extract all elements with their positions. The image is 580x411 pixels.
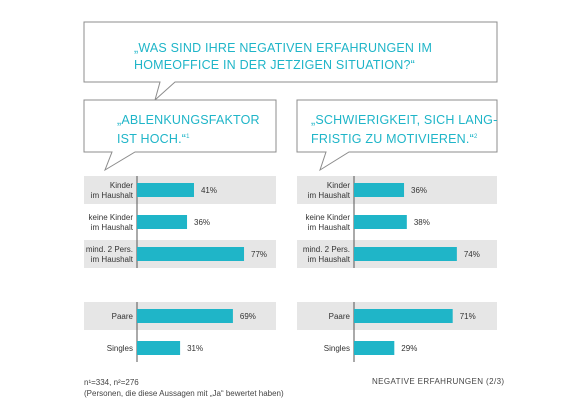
left-question: „ABLENKUNGSFAKTOR IST HOCH.“1 — [117, 112, 260, 148]
right-value-label-2: 74% — [464, 250, 480, 259]
right-bar-3 — [354, 309, 453, 323]
right-question: „SCHWIERIGKEIT, SICH LANG- FRISTIG ZU MO… — [311, 112, 497, 148]
left-bar-4 — [137, 341, 181, 355]
left-question-bubble — [83, 99, 277, 172]
left-bar-3 — [137, 309, 233, 323]
right-category-label-4: Singles — [324, 344, 350, 353]
left-category-label-0: Kinder — [110, 181, 133, 190]
right-category-label-0: Kinder — [327, 181, 350, 190]
left-category-label-0: im Haushalt — [91, 191, 134, 200]
right-question-line2: FRISTIG ZU MOTIVIEREN.“2 — [311, 132, 478, 147]
left-value-label-2: 77% — [251, 250, 267, 259]
right-value-label-1: 38% — [414, 218, 430, 227]
left-bar-2 — [137, 247, 245, 261]
left-footnote-mark: 1 — [186, 134, 190, 140]
left-value-label-0: 41% — [201, 186, 217, 195]
right-value-label-4: 29% — [401, 344, 417, 353]
right-value-label-3: 71% — [460, 312, 476, 321]
left-question-line1: „ABLENKUNGSFAKTOR — [117, 113, 260, 127]
left-category-label-3: Paare — [112, 312, 134, 321]
left-value-label-1: 36% — [194, 218, 210, 227]
left-question-line2: IST HOCH.“1 — [117, 132, 190, 147]
left-bar-1 — [137, 215, 188, 229]
header-question-line2: HOMEOFFICE IN DER JETZIGEN SITUATION?“ — [134, 58, 415, 72]
page-label: NEGATIVE ERFAHRUNGEN (2/3) — [372, 377, 505, 386]
right-category-label-2: im Haushalt — [308, 255, 351, 264]
left-category-label-1: im Haushalt — [91, 223, 134, 232]
left-value-label-4: 31% — [187, 344, 203, 353]
left-category-label-2: im Haushalt — [91, 255, 134, 264]
left-category-label-4: Singles — [107, 344, 133, 353]
right-bar-0 — [354, 183, 405, 197]
left-value-label-3: 69% — [240, 312, 256, 321]
sample-note: (Personen, die diese Aussagen mit „Ja“ b… — [84, 389, 284, 398]
right-footnote-mark: 2 — [473, 134, 478, 140]
header-question: „WAS SIND IHRE NEGATIVEN ERFAHRUNGEN IM … — [134, 40, 432, 74]
right-question-line1: „SCHWIERIGKEIT, SICH LANG- — [311, 113, 498, 127]
right-category-label-3: Paare — [329, 312, 351, 321]
right-category-label-2: mind. 2 Pers. — [303, 245, 350, 254]
left-bar-0 — [137, 183, 194, 197]
footer-notes: n¹=334, n²=276 (Personen, die diese Auss… — [84, 377, 284, 399]
right-bar-1 — [354, 215, 407, 229]
header-question-line1: „WAS SIND IHRE NEGATIVEN ERFAHRUNGEN IM — [134, 41, 433, 55]
right-bar-4 — [354, 341, 395, 355]
left-category-label-2: mind. 2 Pers. — [86, 245, 133, 254]
right-category-label-1: keine Kinder — [306, 213, 351, 222]
header-bubble — [83, 21, 498, 102]
sample-size: n¹=334, n²=276 — [84, 378, 139, 387]
right-question-bubble — [296, 99, 498, 172]
right-category-label-0: im Haushalt — [308, 191, 351, 200]
right-value-label-0: 36% — [411, 186, 427, 195]
right-category-label-1: im Haushalt — [308, 223, 351, 232]
left-category-label-1: keine Kinder — [89, 213, 134, 222]
right-bar-2 — [354, 247, 457, 261]
